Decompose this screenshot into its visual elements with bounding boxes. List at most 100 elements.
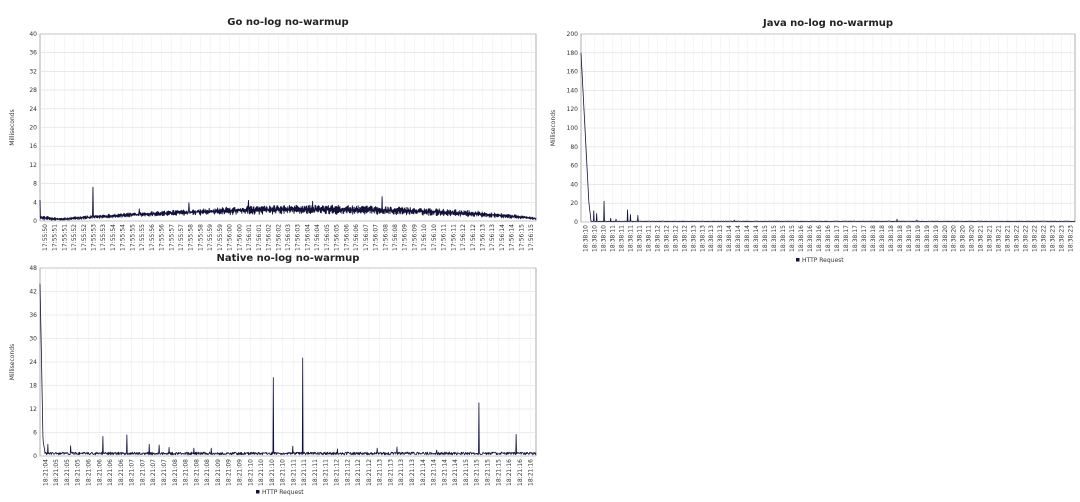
go-x-tick-label: 17:56:02 bbox=[266, 224, 273, 251]
native-x-tick-label: 18:21:09 bbox=[226, 459, 233, 486]
go-x-tick-label: 17:55:53 bbox=[90, 224, 97, 251]
go-x-tick-label: 17:55:59 bbox=[207, 224, 214, 251]
java-x-tick-label: 18:38:12 bbox=[654, 225, 661, 252]
native-x-tick-label: 18:21:09 bbox=[215, 459, 222, 486]
go-x-tick-label: 17:56:13 bbox=[489, 224, 496, 251]
go-x-tick-label: 17:56:10 bbox=[431, 224, 438, 251]
go-x-tick-label: 17:56:15 bbox=[528, 224, 535, 251]
java-y-tick-label: 200 bbox=[567, 31, 579, 38]
java-x-tick-label: 18:38:13 bbox=[699, 225, 706, 252]
java-y-tick-label: 20 bbox=[570, 200, 578, 207]
go-y-tick-label: 24 bbox=[29, 106, 37, 113]
java-x-tick-label: 18:38:12 bbox=[681, 225, 688, 252]
java-x-tick-label: 18:38:13 bbox=[717, 225, 724, 252]
go-x-tick-label: 17:55:51 bbox=[52, 224, 59, 251]
native-x-tick-label: 18:21:14 bbox=[420, 459, 427, 486]
java-x-tick-label: 18:38:14 bbox=[753, 225, 760, 252]
native-series-line bbox=[39, 283, 537, 456]
java-x-tick-label: 18:38:14 bbox=[726, 225, 733, 252]
java-x-tick-label: 18:38:11 bbox=[618, 225, 625, 252]
native-chart: Native no-log no-warmup 0 6 12 18 24 30 36 42 48 1… bbox=[9, 253, 537, 496]
java-x-tick-label: 18:38:20 bbox=[951, 225, 958, 252]
java-x-tick-label: 18:38:15 bbox=[762, 225, 769, 252]
go-x-tick-label: 17:56:01 bbox=[256, 224, 263, 251]
go-y-tick-label: 8 bbox=[33, 181, 37, 188]
go-y-tick-label: 12 bbox=[29, 162, 37, 169]
java-x-tick-label: 18:38:15 bbox=[780, 225, 787, 252]
native-x-tick-label: 18:21:09 bbox=[236, 459, 243, 486]
go-y-tick-label: 0 bbox=[33, 218, 37, 225]
java-y-tick-label: 140 bbox=[567, 87, 579, 94]
go-x-tick-label: 17:56:12 bbox=[470, 224, 477, 251]
java-x-tick-label: 18:38:20 bbox=[960, 225, 967, 252]
java-x-tick-label: 18:38:16 bbox=[798, 225, 805, 252]
java-x-tick-label: 18:38:18 bbox=[870, 225, 877, 252]
go-x-tick-label: 17:56:10 bbox=[421, 224, 428, 251]
java-y-tick-label: 180 bbox=[567, 50, 579, 57]
native-y-axis-label: Milliseconds bbox=[9, 344, 16, 380]
java-x-tick-label: 18:38:19 bbox=[915, 225, 922, 252]
java-x-tick-label: 18:38:11 bbox=[645, 225, 652, 252]
java-x-tick-label: 18:38:11 bbox=[609, 225, 616, 252]
go-x-tick-label: 17:56:09 bbox=[402, 224, 409, 251]
native-x-tick-label: 18:21:14 bbox=[441, 459, 448, 486]
native-x-tick-label: 18:21:15 bbox=[484, 459, 491, 486]
java-x-tick-label: 18:38:11 bbox=[636, 225, 643, 252]
go-y-tick-label: 32 bbox=[29, 68, 37, 75]
go-x-tick-label: 17:56:05 bbox=[324, 224, 331, 251]
go-chart: Go no-log no-warmup 0 4 8 12 16 20 24 28 32 36 40 17… bbox=[9, 17, 537, 251]
native-x-tick-label: 18:21:16 bbox=[517, 459, 524, 486]
native-x-tick-label: 18:21:14 bbox=[431, 459, 438, 486]
native-x-tick-label: 18:21:11 bbox=[312, 459, 319, 486]
java-chart-title: Java no-log no-warmup bbox=[762, 18, 893, 29]
go-chart-title: Go no-log no-warmup bbox=[227, 17, 348, 28]
native-x-tick-label: 18:21:07 bbox=[150, 459, 157, 486]
java-y-tick-label: 60 bbox=[570, 163, 578, 170]
native-x-tick-label: 18:21:04 bbox=[42, 459, 49, 486]
java-y-axis-label: Milliseconds bbox=[550, 110, 557, 146]
java-x-tick-label: 18:38:21 bbox=[1005, 225, 1012, 252]
native-x-tick-label: 18:21:13 bbox=[398, 459, 405, 486]
native-x-tick-label: 18:21:10 bbox=[258, 459, 265, 486]
native-x-tick-label: 18:21:08 bbox=[172, 459, 179, 486]
native-x-tick-label: 18:21:13 bbox=[377, 459, 384, 486]
java-x-tick-label: 18:38:18 bbox=[879, 225, 886, 252]
native-legend-label: HTTP Request bbox=[262, 489, 304, 496]
java-x-tick-label: 18:38:22 bbox=[1014, 225, 1021, 252]
java-y-tick-label: 80 bbox=[570, 144, 578, 151]
go-x-tick-label: 17:56:11 bbox=[450, 224, 457, 251]
native-x-tick-label: 18:21:05 bbox=[64, 459, 71, 486]
go-x-tick-label: 17:55:58 bbox=[197, 224, 204, 251]
java-x-tick-label: 18:38:23 bbox=[1059, 225, 1066, 252]
java-x-tick-label: 18:38:12 bbox=[663, 225, 670, 252]
go-x-tick-label: 17:55:58 bbox=[188, 224, 195, 251]
java-x-tick-label: 18:38:14 bbox=[744, 225, 751, 252]
native-x-tick-label: 18:21:13 bbox=[409, 459, 416, 486]
java-x-tick-label: 18:38:21 bbox=[996, 225, 1003, 252]
go-x-tick-label: 17:56:05 bbox=[334, 224, 341, 251]
native-x-tick-label: 18:21:12 bbox=[344, 459, 351, 486]
go-x-tick-label: 17:56:00 bbox=[227, 224, 234, 251]
go-x-tick-label: 17:55:52 bbox=[81, 224, 88, 251]
java-legend-swatch bbox=[796, 258, 800, 262]
go-x-tick-label: 17:55:56 bbox=[159, 224, 166, 251]
java-x-tick-label: 18:38:17 bbox=[852, 225, 859, 252]
java-x-tick-label: 18:38:17 bbox=[834, 225, 841, 252]
go-x-tick-label: 17:55:53 bbox=[100, 224, 107, 251]
java-x-tick-label: 18:38:18 bbox=[888, 225, 895, 252]
go-y-tick-label: 28 bbox=[29, 87, 37, 94]
java-legend-label: HTTP Request bbox=[802, 257, 844, 264]
native-chart-panel: Native no-log no-warmup 0 6 12 18 24 30 36 42 48 1… bbox=[0, 252, 540, 502]
go-y-tick-label: 40 bbox=[29, 31, 37, 38]
go-x-tick-label: 17:56:12 bbox=[460, 224, 467, 251]
go-x-tick-label: 17:56:07 bbox=[363, 224, 370, 251]
java-x-tick-label: 18:38:21 bbox=[987, 225, 994, 252]
native-x-tick-label: 18:21:08 bbox=[183, 459, 190, 486]
go-y-tick-label: 16 bbox=[29, 143, 37, 150]
go-x-tick-label: 17:56:13 bbox=[480, 224, 487, 251]
go-chart-panel: Go no-log no-warmup 0 4 8 12 16 20 24 28 32 36 40 17… bbox=[0, 0, 540, 262]
go-x-tick-label: 17:56:04 bbox=[314, 224, 321, 251]
java-y-tick-label: 100 bbox=[567, 125, 579, 132]
native-x-tick-label: 18:21:15 bbox=[474, 459, 481, 486]
java-x-tick-label: 18:38:19 bbox=[933, 225, 940, 252]
